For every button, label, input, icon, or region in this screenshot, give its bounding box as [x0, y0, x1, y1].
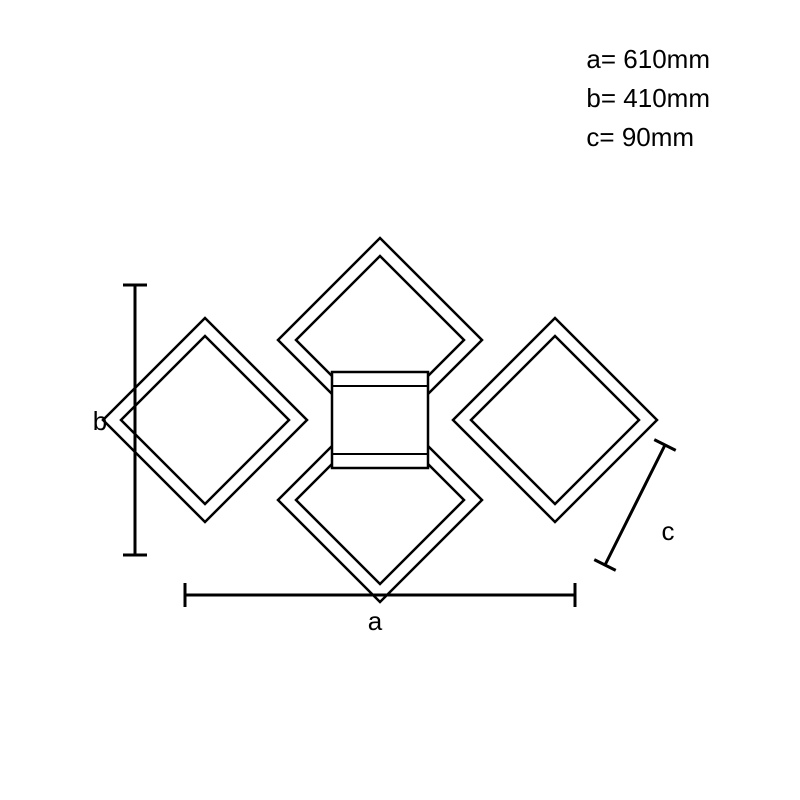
- svg-text:a: a: [368, 606, 383, 636]
- svg-text:c: c: [662, 516, 675, 546]
- technical-diagram: a b c: [0, 0, 800, 800]
- svg-text:b: b: [93, 406, 107, 436]
